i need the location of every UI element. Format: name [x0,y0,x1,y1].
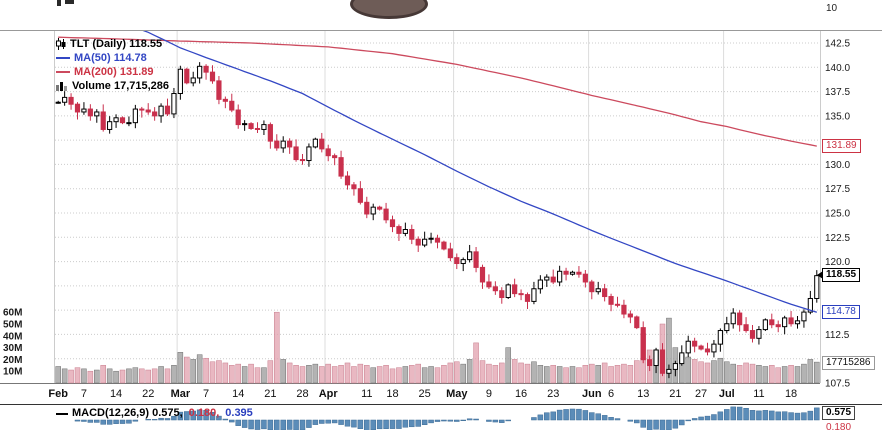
svg-text:107.5: 107.5 [825,379,850,390]
svg-text:7: 7 [203,388,209,400]
svg-text:127.5: 127.5 [825,184,850,195]
ma200-price-label: 131.89 [822,139,861,154]
svg-text:18: 18 [785,388,797,400]
svg-text:122.5: 122.5 [825,233,850,244]
svg-text:130.0: 130.0 [825,160,850,171]
ma200-line-icon [56,70,70,74]
legend-symbol: TLT (Daily) 118.55 [56,37,169,51]
svg-text:120.0: 120.0 [825,257,850,268]
last-price-label: 118.55 [816,267,861,282]
legend-volume: Volume 17,715,286 [56,79,169,93]
svg-text:Jul: Jul [719,388,735,400]
legend-symbol-label: TLT (Daily) 118.55 [70,38,163,50]
svg-text:11: 11 [753,388,764,400]
svg-text:40M: 40M [3,331,22,342]
svg-text:7: 7 [81,388,87,400]
svg-text:21: 21 [264,388,276,400]
clipped-upper-panel-mark [65,0,74,4]
svg-text:142.5: 142.5 [825,39,850,50]
svg-text:140.0: 140.0 [825,63,850,74]
svg-text:Mar: Mar [171,388,191,400]
ma50-price-label: 114.78 [822,305,860,320]
svg-text:50M: 50M [3,320,22,331]
svg-text:18: 18 [386,388,398,400]
upper-panel-tick-label: 10 [826,3,838,14]
svg-text:14: 14 [110,388,122,400]
ma200-line [58,36,817,147]
svg-text:11: 11 [361,388,372,400]
svg-text:27: 27 [695,388,707,400]
macd-value: MACD(12,26,9) 0.575, [72,407,183,419]
svg-text:23: 23 [547,388,559,400]
macd-signal-label: 0.180 [826,422,852,430]
macd-hist-value: 0.395 [225,407,253,419]
legend-volume-label: Volume 17,715,286 [72,80,170,92]
ma50-line [142,31,817,313]
svg-text:16: 16 [515,388,527,400]
svg-text:May: May [446,388,468,400]
legend-ma200-label: MA(200) 131.89 [74,66,154,78]
volume-bars [55,311,820,384]
svg-text:30M: 30M [3,343,22,354]
svg-text:Feb: Feb [48,388,68,400]
macd-histogram [74,406,820,430]
legend-ma50: MA(50) 114.78 [56,51,169,65]
svg-text:Apr: Apr [319,388,339,400]
macd-price-label: 0.575 [822,406,856,420]
legend-ma50-label: MA(50) 114.78 [74,52,147,64]
svg-text:112.5: 112.5 [825,330,850,341]
svg-text:135.0: 135.0 [825,111,850,122]
macd-signal-value: 0.180, [188,407,220,419]
legend-ma200: MA(200) 131.89 [56,65,169,79]
svg-text:60M: 60M [3,308,22,319]
clipped-upper-panel-mark [57,0,61,6]
svg-text:10M: 10M [3,367,22,378]
macd-legend: MACD(12,26,9) 0.575, 0.180, 0.395 [56,407,253,419]
candles [55,62,820,379]
ma50-line-icon [56,56,70,60]
volume-bars-icon [56,81,68,91]
svg-text:Jun: Jun [582,388,602,400]
grid-layer [0,30,882,405]
price-axis-labels: 142.5 140.0 137.5 135.0 130.0 127.5 125.0 122.5… [825,39,850,390]
last-volume-label: 17715286 [822,356,875,371]
svg-text:22: 22 [142,388,154,400]
svg-text:21: 21 [669,388,681,400]
svg-text:125.0: 125.0 [825,209,850,220]
svg-text:25: 25 [419,388,431,400]
candlestick-icon [56,38,66,50]
svg-text:137.5: 137.5 [825,87,850,98]
macd-line-icon [56,407,68,419]
svg-text:13: 13 [637,388,649,400]
x-axis-labels: Feb 7 14 22 Mar 7 14 21 28 Apr 11 18 25 May 9 16 23 Jun 6 1… [48,388,797,400]
svg-text:6: 6 [608,388,614,400]
svg-text:14: 14 [232,388,244,400]
chart-legend: TLT (Daily) 118.55 MA(50) 114.78 MA(200)… [56,37,169,93]
svg-text:28: 28 [296,388,308,400]
svg-text:9: 9 [486,388,492,400]
svg-text:20M: 20M [3,355,22,366]
